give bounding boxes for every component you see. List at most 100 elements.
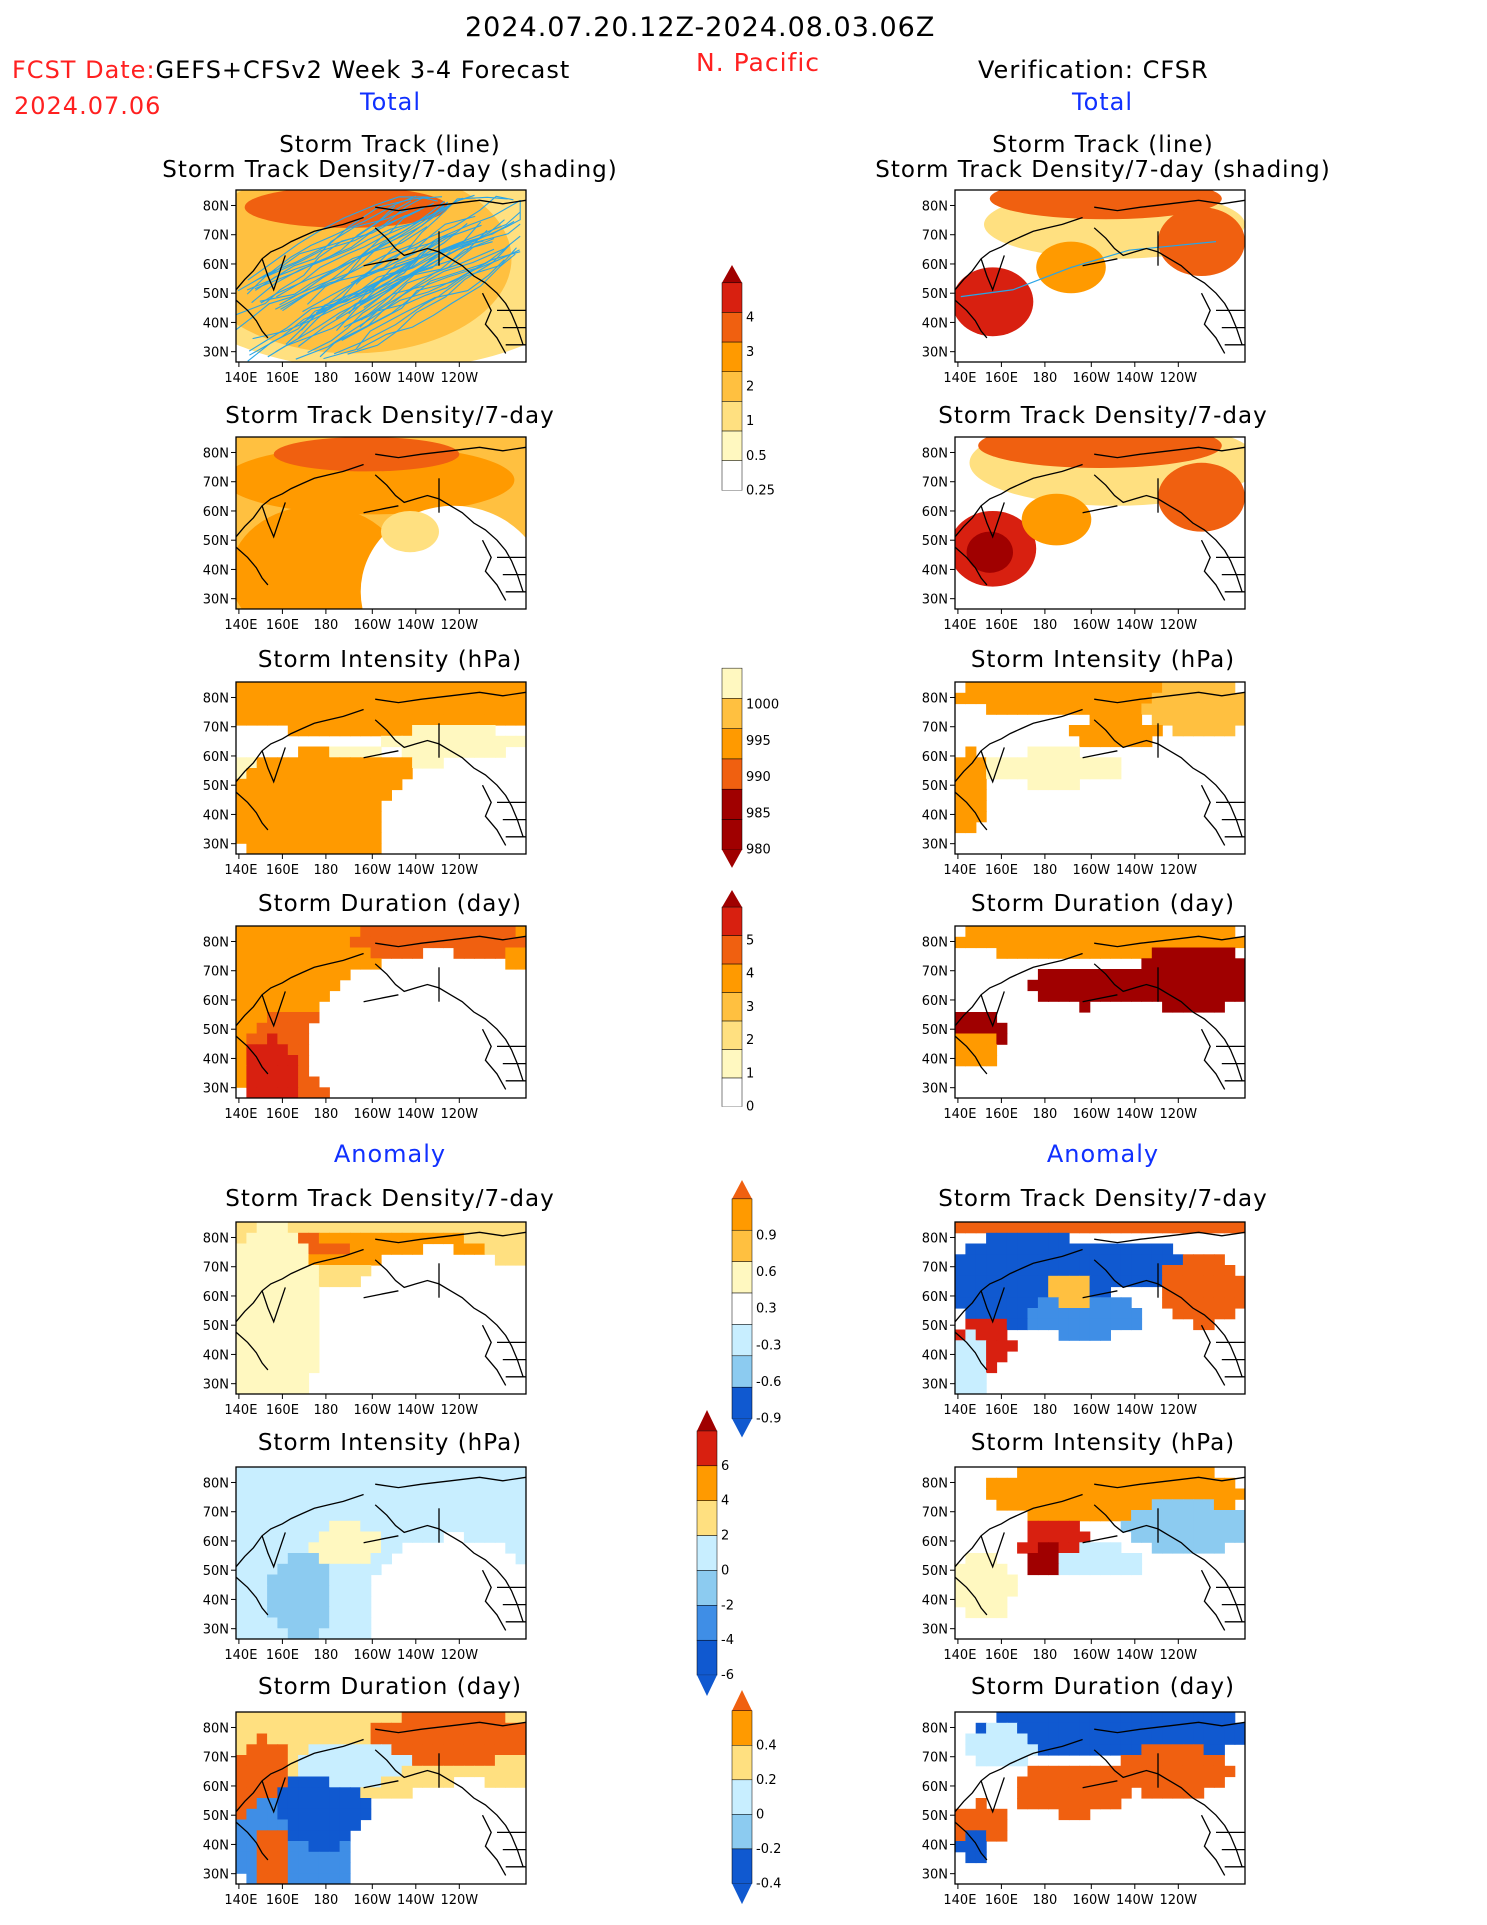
grid-cell [1182, 703, 1194, 715]
grid-cell [1162, 1499, 1174, 1511]
grid-cell [246, 1819, 258, 1831]
grid-cell [986, 926, 998, 938]
grid-cell [1151, 682, 1163, 694]
grid-cell [1151, 1542, 1163, 1554]
grid-cell [339, 789, 351, 801]
grid-cell [432, 1744, 444, 1756]
grid-cell [267, 1318, 279, 1331]
grid-cell [360, 1606, 372, 1619]
grid-cell [256, 1798, 268, 1810]
grid-cell [287, 1308, 299, 1320]
grid-cell [1162, 1297, 1174, 1309]
grid-cell [1213, 1499, 1225, 1511]
grid-cell [1224, 1765, 1236, 1778]
grid-cell [329, 1851, 341, 1864]
density-contour [955, 267, 1034, 337]
grid-cell [1110, 947, 1122, 959]
grid-cell [1162, 1733, 1174, 1745]
grid-cell [955, 821, 966, 834]
grid-cell [349, 778, 361, 791]
grid-cell [349, 1712, 361, 1724]
right-density-title: Storm Track Density/7-day [938, 403, 1268, 429]
grid-cell [1120, 725, 1132, 737]
grid-cell [986, 1361, 998, 1374]
colorbar-label: 0.25 [746, 483, 775, 498]
grid-cell [236, 1065, 247, 1078]
grid-cell [246, 1340, 258, 1352]
grid-cell [1120, 1477, 1132, 1490]
grid-cell [339, 1755, 351, 1767]
fcst-label: FCST Date: [12, 56, 156, 84]
grid-cell [1027, 1776, 1039, 1788]
grid-cell [391, 757, 403, 769]
grid-cell [975, 1744, 987, 1756]
grid-cell [267, 1297, 279, 1309]
grid-cell [515, 1712, 526, 1724]
grid-cell [370, 1520, 382, 1533]
grid-cell [1089, 1712, 1101, 1724]
grid-cell [1058, 1531, 1070, 1543]
grid-cell [381, 1520, 392, 1533]
grid-cell [267, 1873, 279, 1884]
grid-cell [277, 757, 289, 769]
grid-cell [308, 811, 320, 823]
grid-cell [412, 1722, 424, 1735]
grid-cell [236, 1340, 247, 1352]
grid-cell [1213, 692, 1225, 705]
grid-cell [256, 1012, 268, 1024]
left-density-panel-field [236, 437, 526, 609]
lon-label: 180 [313, 618, 338, 633]
lon-label: 180 [1032, 1403, 1057, 1418]
grid-cell [432, 1531, 444, 1543]
us-states [481, 1814, 507, 1876]
grid-cell [370, 757, 382, 769]
grid-cell [349, 1488, 361, 1500]
lon-label: 160E [266, 371, 299, 386]
grid-cell [432, 1467, 444, 1479]
grid-cell [975, 1563, 987, 1576]
colorbar-segment [731, 1229, 753, 1262]
us-states [1200, 1324, 1226, 1386]
grid-cell [236, 1243, 247, 1255]
grid-cell [1131, 1275, 1143, 1288]
grid-cell [965, 1808, 977, 1821]
grid-cell [494, 1520, 506, 1533]
grid-cell [370, 800, 382, 812]
grid-cell [246, 936, 258, 949]
grid-cell [246, 843, 258, 854]
grid-cell [1182, 979, 1194, 992]
grid-cell [349, 1243, 361, 1255]
lon-label: 180 [1032, 1107, 1057, 1122]
grid-cell [1213, 1477, 1225, 1490]
grid-cell [412, 1712, 424, 1724]
grid-cell [412, 926, 424, 938]
grid-cell [1131, 1265, 1143, 1277]
left-intensity-anom-title: Storm Intensity (hPa) [257, 1430, 523, 1456]
grid-cell [515, 1510, 526, 1522]
grid-cell [975, 1574, 987, 1586]
grid-cell [1048, 778, 1060, 791]
grid-cell [236, 936, 247, 949]
grid-cell [391, 1755, 403, 1767]
grid-cell [349, 692, 361, 705]
grid-cell [339, 1744, 351, 1756]
grid-cell [443, 1520, 455, 1533]
grid-cell [298, 1297, 310, 1309]
aleutians [363, 1535, 399, 1544]
grid-cell [1017, 1467, 1029, 1479]
grid-cell [298, 789, 310, 801]
japan-coast [236, 1035, 269, 1075]
grid-cell [515, 1477, 526, 1490]
grid-cell [339, 811, 351, 823]
grid-cell [443, 682, 455, 694]
grid-cell [246, 1841, 258, 1853]
grid-cell [494, 735, 506, 748]
grid-cell [1048, 1297, 1060, 1309]
grid-cell [1172, 703, 1184, 715]
colorbar-segment [721, 698, 743, 729]
grid-cell [267, 1275, 279, 1288]
grid-cell [1110, 926, 1122, 938]
grid-cell [955, 1351, 966, 1363]
